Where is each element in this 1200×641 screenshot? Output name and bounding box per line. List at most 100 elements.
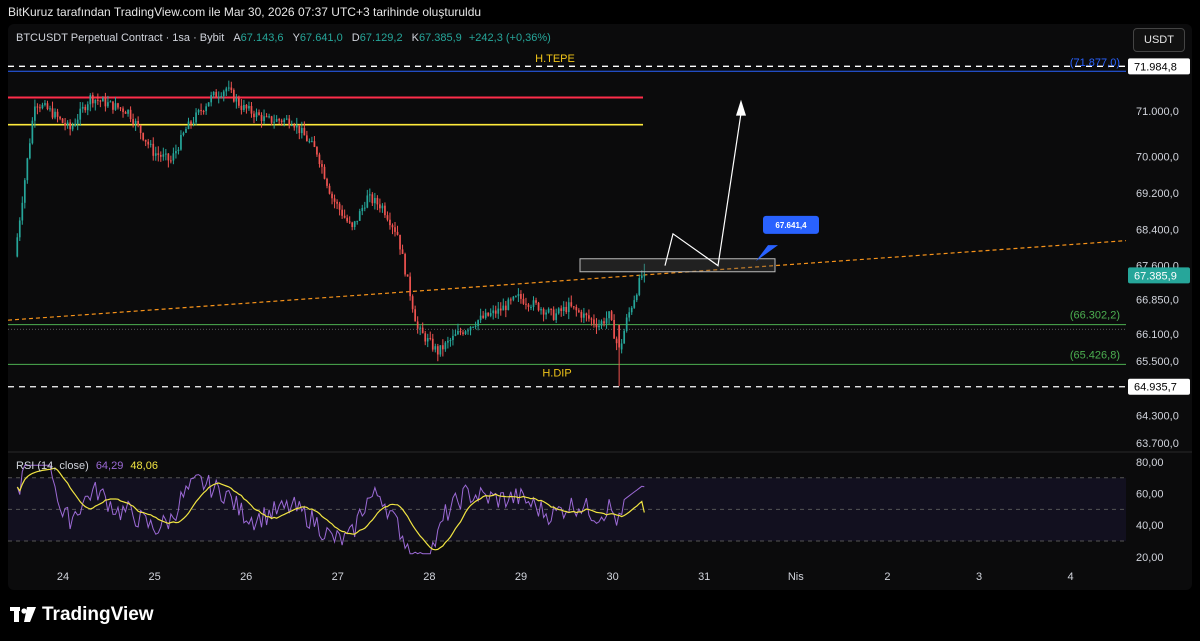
candle-body (351, 222, 354, 227)
candle-body (41, 104, 44, 109)
candle-body (303, 127, 306, 136)
attribution-bar: BitKuruz tarafından TradingView.com ile … (0, 0, 1200, 24)
candle-body (411, 296, 414, 310)
candle-body (635, 294, 638, 301)
candle-body (394, 227, 396, 232)
time-tick-label: 2 (884, 571, 890, 583)
projection-path (664, 113, 742, 267)
candle-body (547, 308, 550, 313)
candle-body (409, 276, 411, 297)
candle-body (406, 274, 409, 277)
candle-body (253, 113, 255, 118)
change-value: +242,3 (+0,36%) (468, 32, 551, 44)
candle-body (215, 91, 218, 98)
candle-body (144, 139, 147, 142)
candle-body (265, 116, 268, 118)
candle-body (139, 125, 142, 133)
high-label: Y (292, 32, 300, 44)
candle-body (288, 118, 291, 126)
candle-body (195, 112, 197, 123)
candle-body (230, 87, 233, 90)
candle-body (366, 195, 369, 208)
candle-body (192, 122, 195, 125)
candle-body (467, 330, 469, 332)
candle-body (270, 116, 273, 123)
candle-body (431, 338, 434, 350)
candle-body (353, 221, 356, 227)
candle-body (295, 124, 298, 128)
candle-body (336, 201, 338, 204)
candle-body (628, 312, 631, 318)
price-tick-label: 66.100,0 (1136, 329, 1179, 341)
candle-body (152, 143, 155, 156)
candle-body (313, 141, 316, 148)
candle-body (567, 302, 570, 313)
candle-body (575, 307, 578, 311)
candle-body (618, 324, 620, 348)
candle-body (472, 326, 474, 328)
candle-body (419, 327, 422, 329)
candle-body (54, 111, 56, 118)
candle-body (232, 89, 235, 102)
candle-body (167, 153, 170, 161)
candle-body (311, 141, 313, 143)
candle-body (593, 319, 595, 324)
tradingview-logo[interactable]: TradingView (10, 604, 154, 626)
price-tick-label: 71.000,0 (1136, 106, 1179, 118)
candle-body (625, 317, 628, 331)
close-label: K (411, 32, 419, 44)
price-badge-last: 67.385,9 (1134, 270, 1177, 282)
candle-body (487, 312, 490, 316)
candle-body (180, 134, 182, 150)
candle-body (399, 234, 401, 250)
label-blue-level: (71.877,0) (1070, 57, 1120, 69)
candle-body (613, 319, 615, 339)
time-tick-label: 4 (1068, 571, 1074, 583)
label-support-2: (65.426,8) (1070, 349, 1120, 361)
symbol-name: BTCUSDT Perpetual Contract · 1sa · Bybit (16, 32, 225, 44)
candle-body (588, 315, 590, 319)
rsi-value: 64,29 (95, 460, 124, 472)
price-badge-h-tepe: 71.984,8 (1134, 61, 1177, 73)
candle-body (638, 278, 641, 295)
candle-body (132, 119, 134, 125)
candle-body (424, 333, 427, 342)
time-tick-label: 24 (57, 571, 69, 583)
candle-body (308, 141, 311, 143)
candle-body (368, 194, 371, 196)
candle-body (69, 122, 72, 130)
candle-body (185, 128, 187, 133)
price-tick-label: 69.200,0 (1136, 188, 1179, 200)
candle-body (263, 116, 265, 122)
chart-panel[interactable]: 71.000,0 70.000,0 69.200,0 68.400,0 67.600,0… (8, 24, 1192, 590)
candle-body (570, 302, 573, 307)
candle-body (562, 306, 565, 311)
candle-body (358, 211, 361, 221)
candle-body (386, 215, 389, 220)
time-tick-label: 30 (606, 571, 618, 583)
candle-body (134, 120, 137, 125)
candle-body (114, 103, 117, 110)
candle-body (610, 311, 613, 320)
candle-body (164, 153, 167, 155)
candle-body (76, 119, 79, 124)
rsi-tick-label: 80,00 (1136, 457, 1164, 469)
tradingview-logo-icon (10, 607, 36, 622)
candle-body (107, 102, 109, 107)
candle-body (469, 326, 472, 331)
candle-body (598, 325, 600, 328)
candle-body (454, 334, 457, 336)
candle-body (623, 330, 626, 344)
candle-body (560, 308, 563, 311)
candle-body (381, 205, 384, 209)
candle-body (119, 107, 122, 109)
currency-button[interactable]: USDT (1133, 28, 1185, 52)
candle-body (124, 111, 127, 114)
rsi-ma-value: 48,06 (130, 460, 158, 472)
candle-body (182, 132, 185, 135)
price-chart[interactable]: 71.000,070.000,069.200,068.400,067.600,0… (8, 24, 1192, 590)
candle-body (94, 99, 97, 104)
candle-body (540, 309, 542, 311)
candle-body (401, 249, 404, 254)
candle-body (396, 231, 399, 235)
